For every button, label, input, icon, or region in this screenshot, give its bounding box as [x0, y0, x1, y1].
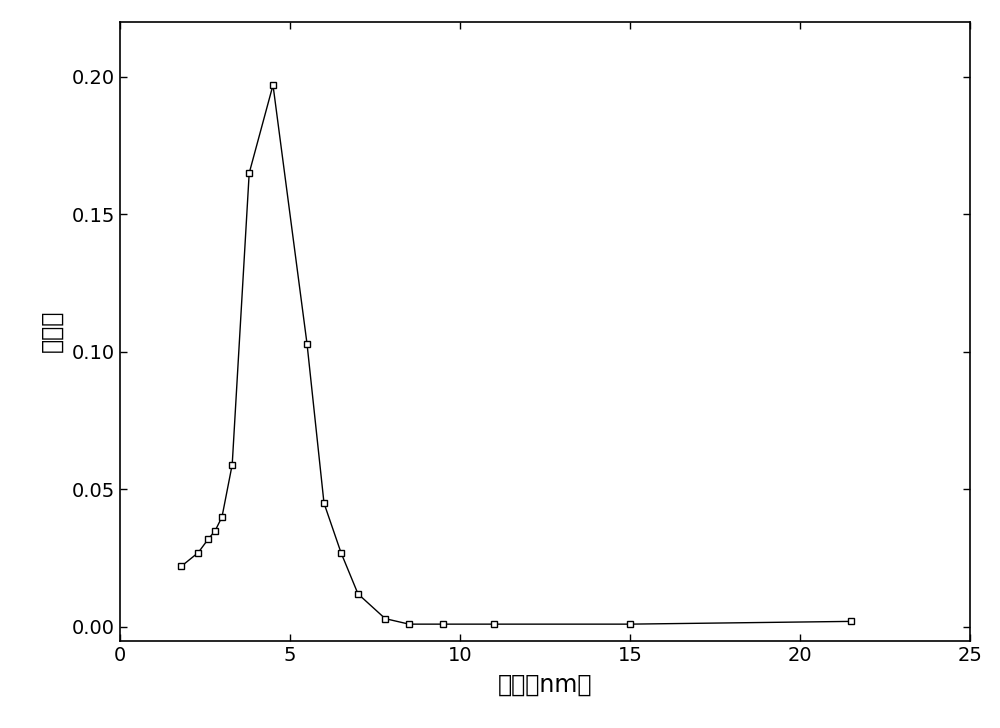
Y-axis label: 比孔容: 比孔容 [39, 310, 63, 352]
X-axis label: 孔径（nm）: 孔径（nm） [498, 673, 592, 697]
